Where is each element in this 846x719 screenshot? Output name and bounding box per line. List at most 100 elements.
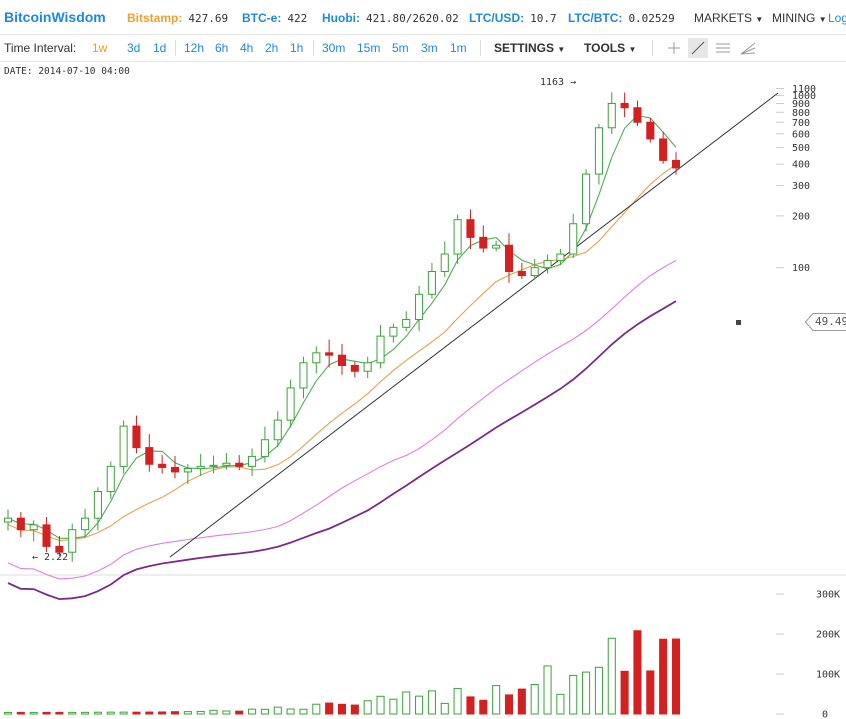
interval-1d[interactable]: 1d [153, 41, 167, 55]
candle [492, 244, 501, 249]
candle [504, 244, 514, 273]
volume-bar [170, 711, 180, 715]
volume-bar [633, 630, 642, 715]
volume-bar [569, 674, 578, 715]
volume-bar [543, 665, 552, 715]
ma-pink-line [7, 259, 677, 580]
divider [480, 40, 481, 56]
logo[interactable]: BitcoinWisdom [4, 9, 106, 25]
trendline-icon[interactable] [688, 38, 708, 58]
volume-bar [145, 711, 154, 715]
horizontal-lines-icon[interactable] [713, 38, 733, 58]
volume-grid [776, 593, 784, 715]
candle [350, 365, 359, 372]
ticker-label: Huobi: [322, 11, 360, 25]
candle [55, 545, 64, 553]
interval-4h[interactable]: 4h [240, 41, 254, 55]
markets-menu-label: MARKETS [694, 11, 753, 25]
interval-12h[interactable]: 12h [184, 41, 205, 55]
interval-6h[interactable]: 6h [215, 41, 229, 55]
interval-3d[interactable]: 3d [127, 41, 141, 55]
volume-bar [504, 694, 514, 715]
fan-icon[interactable] [738, 38, 758, 58]
candle [183, 468, 192, 473]
candle [594, 127, 603, 175]
volume-bar [466, 696, 475, 715]
ticker-btce[interactable]: BTC-e: 422 [242, 11, 307, 25]
price-axis-label: 300 [792, 181, 810, 192]
ticker-ltc-usd[interactable]: LTC/USD: 10.7 [469, 11, 557, 25]
tools-menu[interactable]: TOOLS ▼ [584, 41, 636, 55]
volume-bar [29, 711, 38, 715]
candle [68, 529, 77, 553]
interval-30m[interactable]: 30m [322, 41, 346, 55]
candle [479, 236, 488, 249]
volume-bar [312, 703, 321, 715]
ticker-value: 427.69 [188, 12, 229, 25]
price-grid [776, 87, 784, 269]
volume-axis-label: 0 [822, 710, 828, 719]
interval-15m[interactable]: 15m [357, 41, 381, 55]
volume-bar [659, 638, 668, 715]
candle [466, 219, 475, 238]
candle [29, 524, 38, 531]
interval-1h[interactable]: 1h [290, 41, 304, 55]
volume-bar [183, 711, 192, 715]
candle [530, 267, 539, 277]
ticker-value: 0.02529 [628, 12, 675, 25]
settings-menu[interactable]: SETTINGS ▼ [494, 41, 565, 55]
ticker-bitstamp[interactable]: Bitstamp: 427.69 [127, 11, 228, 25]
volume-bar [68, 711, 77, 715]
chevron-down-icon: ▼ [628, 45, 637, 54]
price-axis-label: 800 [792, 108, 810, 119]
interval-1w[interactable]: 1w [92, 41, 108, 55]
price-axis-label: 200 [792, 211, 810, 222]
volume-bar [363, 700, 372, 715]
volume-bar [273, 706, 282, 715]
volume-axis-label: 300K [816, 590, 840, 601]
candle [671, 159, 681, 169]
volume-bar [350, 704, 359, 715]
ticker-huobi[interactable]: Huobi: 421.80/2620.02 [322, 11, 459, 25]
candle [440, 253, 449, 273]
ticker-value: 422 [287, 12, 308, 25]
candle [3, 517, 13, 523]
login-link[interactable]: Log [828, 11, 846, 25]
candle [363, 362, 372, 372]
trendline[interactable] [169, 92, 779, 558]
ticker-ltc-btc[interactable]: LTC/BTC: 0.02529 [568, 11, 675, 25]
mining-menu-label: MINING [772, 11, 816, 25]
markets-menu[interactable]: MARKETS ▼ [694, 11, 763, 25]
mining-menu[interactable]: MINING ▼ [772, 11, 827, 25]
volume-bar [453, 687, 462, 715]
volume-bar [479, 699, 488, 715]
volume-bar [389, 698, 398, 715]
settings-menu-label: SETTINGS [494, 41, 555, 55]
volume-bar [260, 708, 269, 715]
price-axis-label: 600 [792, 129, 810, 140]
volume-bar [81, 711, 90, 715]
price-tag-value: 49.49 [815, 315, 846, 328]
volume-bar [582, 671, 591, 715]
candle [543, 260, 552, 269]
crosshair-icon[interactable] [664, 38, 684, 58]
ticker-value: 421.80/2620.02 [366, 12, 459, 25]
candle [222, 462, 231, 466]
candle [453, 219, 462, 255]
interval-2h[interactable]: 2h [265, 41, 279, 55]
volume-bar [337, 703, 347, 715]
volume-bar [607, 637, 616, 715]
cursor-marker [736, 320, 741, 325]
volume-bar [209, 709, 218, 715]
interval-3m[interactable]: 3m [421, 41, 438, 55]
candle [633, 107, 642, 123]
candle [286, 387, 295, 421]
interval-5m[interactable]: 5m [392, 41, 409, 55]
volume-bar [415, 695, 424, 715]
volume-bar [16, 711, 25, 715]
interval-1m[interactable]: 1m [450, 41, 467, 55]
candle [42, 524, 51, 547]
volume-bar [119, 711, 128, 715]
candle [16, 517, 25, 531]
